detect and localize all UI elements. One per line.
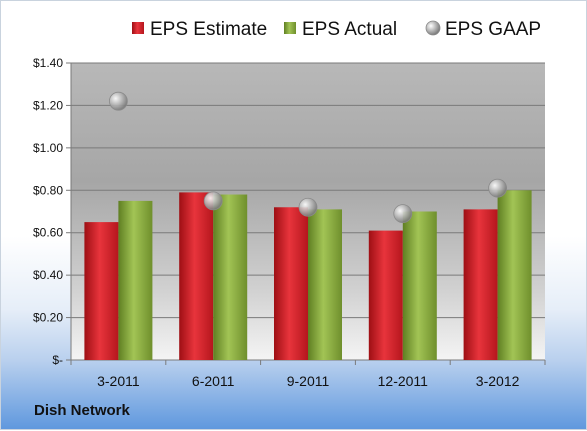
bar-eps-estimate	[274, 207, 308, 360]
bar-eps-estimate	[179, 192, 214, 360]
legend-swatch-gaap	[425, 20, 441, 36]
legend-label-estimate: EPS Estimate	[150, 19, 267, 40]
point-eps-gaap	[393, 204, 413, 224]
y-tick-label: $1.20	[33, 98, 63, 112]
point-eps-gaap	[298, 197, 318, 217]
bar-eps-actual	[308, 209, 342, 360]
legend-swatch-actual	[284, 22, 296, 34]
y-tick-label: $0.80	[33, 183, 63, 197]
point-eps-gaap	[203, 191, 223, 211]
x-tick-label: 3-2011	[97, 373, 140, 389]
point-eps-gaap	[488, 178, 508, 198]
y-tick-label: $0.60	[33, 226, 63, 240]
bar-eps-actual	[118, 200, 153, 360]
x-tick-label: 6-2011	[192, 373, 235, 389]
legend-label-actual: EPS Actual	[302, 19, 397, 40]
bar-eps-estimate	[463, 209, 498, 360]
y-tick-label: $0.40	[33, 268, 63, 282]
company-label: Dish Network	[34, 402, 130, 419]
y-tick-label: $1.40	[33, 56, 63, 70]
bar-eps-actual	[402, 211, 437, 360]
bar-eps-estimate	[84, 222, 119, 360]
y-tick-label: $0.20	[33, 311, 63, 325]
x-tick-label: 12-2011	[378, 373, 429, 389]
y-tick-label: $1.00	[33, 141, 63, 155]
y-tick-label: $-	[52, 353, 63, 367]
point-eps-gaap	[109, 91, 128, 111]
bar-eps-estimate	[368, 230, 403, 360]
legend-label-gaap: EPS GAAP	[445, 19, 541, 40]
bar-eps-actual	[213, 194, 248, 360]
x-tick-label: 9-2011	[287, 373, 330, 389]
bar-eps-actual	[497, 190, 532, 360]
legend-swatch-estimate	[132, 22, 144, 34]
x-tick-label: 3-2012	[476, 373, 520, 389]
